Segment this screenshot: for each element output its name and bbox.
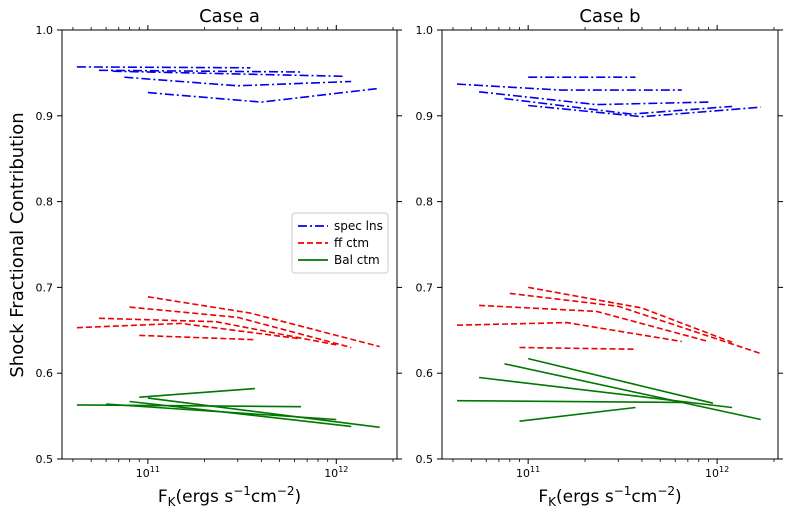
series-line-Bal-ctm (528, 357, 714, 404)
y-tick-label: 0.7 (416, 281, 434, 294)
series-line-ff-ctm (139, 334, 255, 341)
series-line-ff-ctm (479, 304, 709, 343)
y-tick-label: 0.6 (36, 367, 54, 380)
plot-frame (441, 29, 779, 460)
series-line-spec-lns (504, 97, 733, 115)
series-line-spec-lns (76, 66, 251, 69)
y-tick-label: 0.5 (36, 453, 54, 466)
series-line-Bal-ctm (504, 363, 761, 421)
x-tick-label: 1012 (705, 465, 729, 480)
series-line-Bal-ctm (456, 399, 682, 404)
y-tick-label: 1.0 (416, 24, 434, 37)
series-line-spec-lns (112, 70, 345, 78)
y-tick-label: 0.6 (416, 367, 434, 380)
panel-case-a: Case a 0.5 0.6 0.7 0.8 0.9 1.0 1011 1012 FK(ergs … (36, 6, 402, 509)
x-axis-label: FK(ergs s−1cm−2) (158, 484, 301, 509)
legend: spec lns ff ctm Bal ctm (291, 212, 389, 274)
legend-label-bal-ctm: Bal ctm (334, 253, 380, 267)
series-line-spec-lns (479, 91, 709, 106)
y-tick-label: 0.5 (416, 453, 434, 466)
y-tick-label: 1.0 (36, 24, 54, 37)
series-line-spec-lns (456, 83, 682, 91)
legend-box (291, 212, 389, 274)
panel-title: Case b (579, 6, 640, 27)
series-line-ff-ctm (147, 296, 380, 348)
y-tick-label: 0.9 (36, 110, 54, 123)
x-axis-label: FK(ergs s−1cm−2) (538, 484, 681, 509)
plot-frame (61, 29, 398, 460)
series-line-ff-ctm (456, 321, 682, 343)
series-line-spec-lns (98, 69, 302, 73)
series-line-spec-lns (147, 87, 380, 103)
series-line-spec-lns (124, 76, 352, 87)
x-tick-label: 1011 (136, 465, 160, 480)
x-tick-label: 1011 (516, 465, 540, 480)
legend-label-spec-lns: spec lns (334, 219, 383, 233)
panel-title: Case a (199, 6, 260, 27)
y-tick-label: 0.8 (36, 196, 54, 209)
series-line-Bal-ctm (129, 400, 352, 428)
series-line-ff-ctm (129, 306, 352, 349)
series-line-spec-lns (528, 104, 761, 118)
series-line-Bal-ctm (139, 387, 255, 398)
series-line-ff-ctm (519, 346, 636, 350)
y-tick-label: 0.7 (36, 281, 54, 294)
series-line-ff-ctm (98, 317, 337, 346)
legend-label-ff-ctm: ff ctm (334, 236, 369, 250)
y-axis-label: Shock Fractional Contribution (7, 112, 28, 377)
x-tick-label: 1012 (324, 465, 348, 480)
series-line-ff-ctm (76, 322, 302, 340)
y-tick-label: 0.8 (416, 196, 434, 209)
series-line-ff-ctm (528, 286, 733, 344)
series-line-Bal-ctm (519, 406, 636, 422)
series-line-Bal-ctm (147, 397, 380, 429)
y-tick-label: 0.9 (416, 110, 434, 123)
series-line-Bal-ctm (479, 376, 733, 409)
panel-case-b: Case b 0.5 0.6 0.7 0.8 0.9 1.0 1011 1012 FK(ergs … (416, 6, 783, 509)
series-line-ff-ctm (509, 292, 761, 355)
